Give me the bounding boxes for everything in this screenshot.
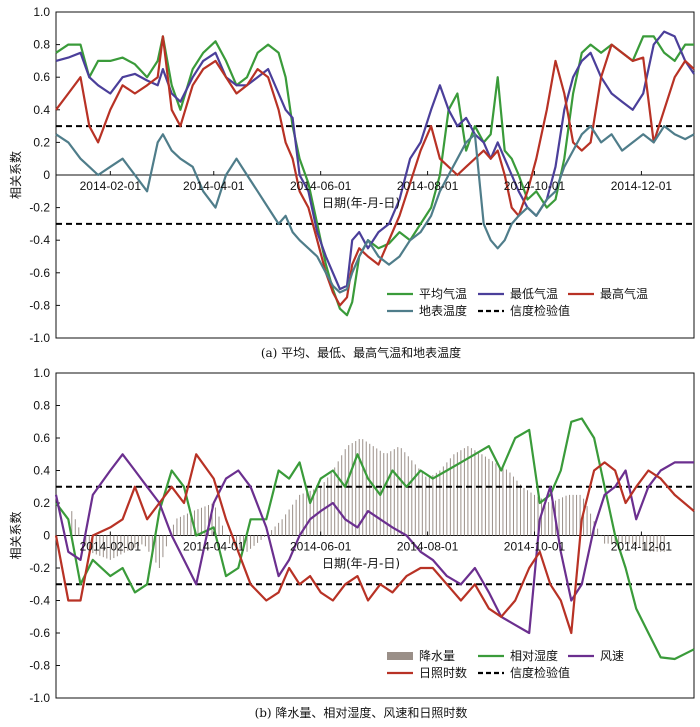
y-tick-label: 0.2 — [33, 135, 50, 149]
legend-label: 日照时数 — [419, 665, 467, 680]
series-line-0 — [55, 35, 694, 317]
y-tick-label: 0.2 — [33, 496, 50, 510]
x-axis-label: 日期(年-月-日) — [322, 557, 400, 571]
panel-caption: (a) 平均、最低、最高气温和地表温度 — [261, 345, 461, 360]
chart-panel-a: 1.0 0.8 0.6 0.4 0.2 0 -0.2 -0.4 -0.6 -0.8 -1.0 2014… — [8, 5, 695, 360]
x-tick-label: 2014-08-01 — [397, 179, 459, 193]
y-axis-label: 相关系数 — [8, 151, 23, 199]
y-tick-label: 0.4 — [33, 103, 50, 117]
y-tick-label: 0 — [43, 529, 50, 543]
x-tick-label: 2014-10-01 — [504, 540, 566, 554]
legend-swatch-bar — [387, 652, 413, 660]
x-tick-label: 2014-08-01 — [397, 540, 459, 554]
y-tick-label: 0.8 — [33, 399, 50, 413]
y-tick-label: -1.0 — [29, 691, 50, 705]
x-tick-label: 2014-04-01 — [183, 179, 245, 193]
chart-panel-b: 1.0 0.8 0.6 0.4 0.2 0 -0.2 -0.4 -0.6 -0.8 -1.0 2014… — [8, 366, 695, 720]
y-tick-label: -0.4 — [29, 233, 50, 247]
y-tick-label: -1.0 — [29, 331, 50, 345]
x-tick-label: 2014-06-01 — [290, 179, 352, 193]
y-tick-label: 0.4 — [33, 464, 50, 478]
series-line-1 — [54, 453, 694, 635]
y-tick-label: 0.6 — [33, 70, 50, 84]
x-tick-label: 2014-12-01 — [611, 179, 673, 193]
legend-label: 最低气温 — [510, 286, 558, 301]
y-tick-label: -0.6 — [29, 266, 50, 280]
x-axis-label: 日期(年-月-日) — [322, 196, 400, 210]
y-tick-label: 0.8 — [33, 38, 50, 52]
series-line-1 — [55, 30, 695, 291]
legend-label: 信度检验值 — [510, 665, 570, 680]
y-tick-label: -0.6 — [29, 626, 50, 640]
y-tick-label: 0.6 — [33, 431, 50, 445]
series-line-2 — [55, 35, 695, 307]
x-tick-label: 2014-10-01 — [504, 179, 566, 193]
x-tick-label: 2014-02-01 — [80, 179, 142, 193]
y-tick-label: -0.8 — [29, 659, 50, 673]
legend-label: 平均气温 — [419, 286, 467, 301]
y-tick-label: 0 — [43, 168, 50, 182]
legend-label: 风速 — [600, 649, 624, 663]
y-tick-label: -0.4 — [29, 594, 50, 608]
x-tick-label: 2014-04-01 — [183, 540, 245, 554]
y-tick-label: 1.0 — [33, 5, 50, 19]
x-tick-label: 2014-12-01 — [611, 540, 673, 554]
legend-label: 信度检验值 — [510, 303, 570, 318]
y-tick-label: -0.8 — [29, 298, 50, 312]
y-tick-label: -0.2 — [29, 201, 50, 215]
y-axis-label: 相关系数 — [8, 511, 23, 559]
series-line-0 — [55, 417, 695, 661]
panel-caption: (b) 降水量、相对湿度、风速和日照时数 — [255, 705, 468, 720]
legend-label: 相对湿度 — [510, 648, 558, 663]
series-line-3 — [55, 125, 695, 294]
series-line-2 — [54, 453, 695, 635]
legend-label: 降水量 — [419, 649, 455, 663]
x-tick-label: 2014-06-01 — [290, 540, 352, 554]
y-tick-label: -0.2 — [29, 561, 50, 575]
y-tick-label: 1.0 — [33, 366, 50, 380]
legend-label: 地表温度 — [419, 303, 467, 318]
x-tick-label: 2014-02-01 — [80, 540, 142, 554]
legend-label: 最高气温 — [600, 286, 648, 301]
